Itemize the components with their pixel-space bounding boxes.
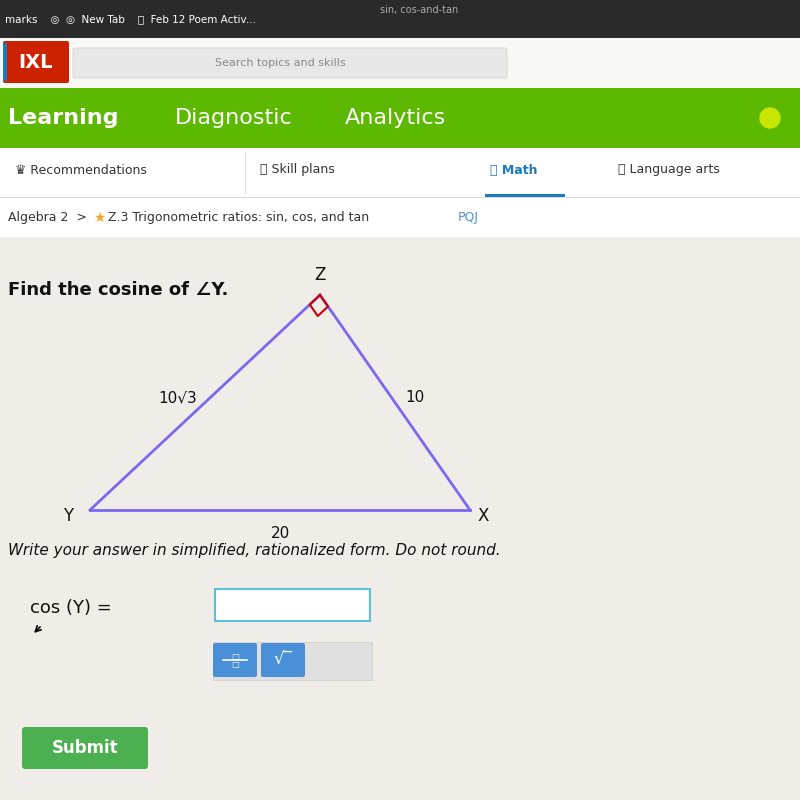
Text: Algebra 2  >: Algebra 2 > <box>8 211 87 225</box>
Text: cos (Y) =: cos (Y) = <box>30 599 112 617</box>
Text: □: □ <box>231 653 239 662</box>
Bar <box>0 198 800 238</box>
Bar <box>0 197 800 198</box>
Bar <box>0 148 800 198</box>
Bar <box>0 88 800 148</box>
Text: sin, cos-and-tan: sin, cos-and-tan <box>380 5 458 15</box>
Text: 📖 Language arts: 📖 Language arts <box>618 163 720 177</box>
Bar <box>213 642 372 680</box>
Text: Analytics: Analytics <box>345 108 446 128</box>
Bar <box>0 38 800 88</box>
Text: 10: 10 <box>406 390 425 406</box>
Circle shape <box>760 108 780 128</box>
Text: 10√3: 10√3 <box>158 390 198 406</box>
Text: Z.3 Trigonometric ratios: sin, cos, and tan: Z.3 Trigonometric ratios: sin, cos, and … <box>108 211 369 225</box>
Text: ♛ Recommendations: ♛ Recommendations <box>15 163 147 177</box>
Text: √‾: √‾ <box>274 651 293 669</box>
Text: □: □ <box>231 661 239 670</box>
Bar <box>0 237 800 238</box>
FancyBboxPatch shape <box>213 643 257 677</box>
Text: 📋 Skill plans: 📋 Skill plans <box>260 163 334 177</box>
Text: Submit: Submit <box>52 739 118 757</box>
FancyBboxPatch shape <box>3 41 69 83</box>
Text: PQJ: PQJ <box>458 211 479 225</box>
Bar <box>0 0 800 38</box>
Text: Y: Y <box>63 507 73 525</box>
Text: Z: Z <box>314 266 326 284</box>
Text: Diagnostic: Diagnostic <box>175 108 293 128</box>
Text: Search topics and skills: Search topics and skills <box>214 58 346 68</box>
Text: 20: 20 <box>270 526 290 541</box>
FancyBboxPatch shape <box>73 48 507 78</box>
Text: Find the cosine of ∠Y.: Find the cosine of ∠Y. <box>8 281 228 299</box>
Text: ⛄ Math: ⛄ Math <box>490 163 538 177</box>
Bar <box>485 194 565 197</box>
Bar <box>245 152 246 194</box>
Bar <box>215 589 370 621</box>
FancyBboxPatch shape <box>22 727 148 769</box>
Text: Learning: Learning <box>8 108 118 128</box>
Text: Write your answer in simplified, rationalized form. Do not round.: Write your answer in simplified, rationa… <box>8 542 501 558</box>
Text: X: X <box>478 507 489 525</box>
Text: ★: ★ <box>93 211 106 225</box>
Text: marks    ◎  ◎  New Tab    Ⓢ  Feb 12 Poem Activ...: marks ◎ ◎ New Tab Ⓢ Feb 12 Poem Activ... <box>5 14 256 24</box>
Bar <box>0 238 800 800</box>
Text: IXL: IXL <box>18 53 54 71</box>
FancyBboxPatch shape <box>261 643 305 677</box>
Bar <box>3 43 7 81</box>
